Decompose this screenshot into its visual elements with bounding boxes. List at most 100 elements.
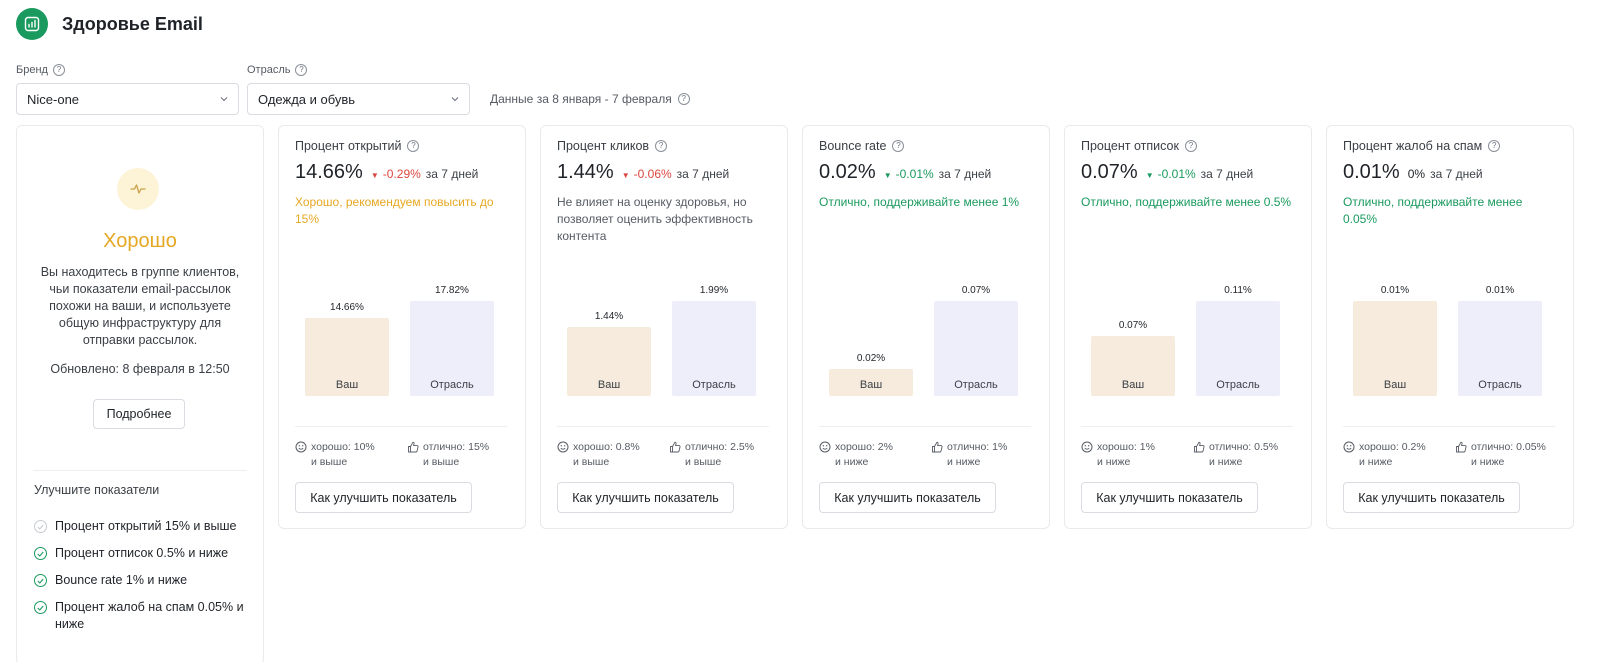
metric-delta: 0% за 7 дней <box>1408 167 1483 181</box>
improve-metric-button[interactable]: Как улучшить показатель <box>1081 482 1258 513</box>
threshold-good-sub: и ниже <box>1097 456 1131 468</box>
industry-select[interactable]: Одежда и обувь <box>247 83 470 115</box>
help-icon[interactable]: ? <box>295 64 308 76</box>
pending-check-icon <box>34 520 47 533</box>
improve-metric-button[interactable]: Как улучшить показатель <box>295 482 472 513</box>
metric-value: 0.07% <box>1081 161 1138 183</box>
metric-value: 0.02% <box>819 161 876 183</box>
bar-label-industry: Отрасль <box>1216 379 1260 391</box>
metric-title: Процент открытий? <box>295 139 420 153</box>
metric-title: Процент отписок? <box>1081 139 1197 153</box>
threshold-excellent: отлично: 0.5% и ниже <box>1193 440 1278 470</box>
metric-card: Процент отписок? 0.07% ▼ -0.01% за 7 дней Отл… <box>1064 125 1312 529</box>
brand-filter-label: Бренд ? <box>16 64 239 76</box>
threshold-good: хорошо: 2% и ниже <box>819 440 893 470</box>
health-summary-card: Хорошо Вы находитесь в группе клиентов, … <box>16 125 264 662</box>
improve-item: Процент открытий 15% и выше <box>34 518 254 535</box>
smile-icon <box>819 441 831 453</box>
metric-value-row: 14.66% ▼ -0.29% за 7 дней <box>295 161 478 184</box>
threshold-excellent-sub: и ниже <box>1209 456 1243 468</box>
smile-icon <box>557 441 569 453</box>
period-text: Данные за 8 января - 7 февраля <box>490 92 672 106</box>
metric-card: Процент жалоб на спам? 0.01% 0% за 7 дней От… <box>1326 125 1574 529</box>
threshold-excellent-label: отлично: 15% <box>423 441 490 453</box>
metric-delta-value: 0% <box>1407 167 1426 181</box>
metric-card: Процент открытий? 14.66% ▼ -0.29% за 7 дней Х… <box>278 125 526 529</box>
brand-select-value: Nice-one <box>27 91 80 107</box>
brand-label-text: Бренд <box>16 64 48 76</box>
thumbs-up-icon <box>1194 441 1205 453</box>
threshold-excellent: отлично: 0.05% и ниже <box>1455 440 1546 470</box>
metric-delta: ▼ -0.01% за 7 дней <box>1146 167 1253 181</box>
threshold-good: хорошо: 0.8% и выше <box>557 440 640 470</box>
thumbs-up-icon <box>670 441 681 453</box>
bar-label-yours: Ваш <box>1121 379 1145 391</box>
metric-note: Хорошо, рекомендуем повысить до 15% <box>295 195 494 226</box>
metric-delta-value: -0.29% <box>382 167 421 181</box>
arrow-down-icon: ▼ <box>621 171 630 180</box>
help-icon[interactable]: ? <box>655 140 668 152</box>
help-icon[interactable]: ? <box>677 93 690 105</box>
bar-fill-industry <box>410 301 494 396</box>
bar-value-yours: 14.66% <box>330 301 364 313</box>
thumbs-up-icon <box>1456 441 1467 453</box>
metric-value-row: 0.01% 0% за 7 дней <box>1343 161 1483 184</box>
threshold-excellent-sub: и ниже <box>947 456 981 468</box>
bar-industry: 17.82% <box>410 266 494 396</box>
metric-title-text: Bounce rate <box>819 139 887 153</box>
bar-label-industry: Отрасль <box>430 379 474 391</box>
metric-delta-period: за 7 дней <box>1430 167 1483 181</box>
improve-item: Bounce rate 1% и ниже <box>34 572 254 589</box>
arrow-down-icon: ▼ <box>1145 171 1154 180</box>
improve-item-text: Bounce rate 1% и ниже <box>55 573 188 587</box>
thumbs-up-icon <box>932 441 943 453</box>
arrow-down-icon: ▼ <box>370 171 379 180</box>
threshold-good: хорошо: 1% и ниже <box>1081 440 1155 470</box>
improve-metric-button[interactable]: Как улучшить показатель <box>819 482 996 513</box>
thumbs-up-icon <box>408 441 419 453</box>
improve-item-text: Процент отписок 0.5% и ниже <box>55 546 229 560</box>
metric-title: Процент жалоб на спам? <box>1343 139 1501 153</box>
check-circle-icon <box>34 574 47 587</box>
threshold-excellent: отлично: 15% и выше <box>407 440 489 470</box>
help-icon[interactable]: ? <box>892 140 905 152</box>
help-icon[interactable]: ? <box>52 64 65 76</box>
improve-metric-button[interactable]: Как улучшить показатель <box>1343 482 1520 513</box>
threshold-excellent-label: отлично: 0.05% <box>1471 441 1546 453</box>
improve-item: Процент отписок 0.5% и ниже <box>34 545 254 562</box>
bar-value-yours: 0.01% <box>1380 285 1410 296</box>
improve-metric-button[interactable]: Как улучшить показатель <box>557 482 734 513</box>
bar-label-industry: Отрасль <box>954 379 998 391</box>
metric-delta-value: -0.01% <box>1157 167 1196 181</box>
help-icon[interactable]: ? <box>407 140 420 152</box>
threshold-good-sub: и выше <box>573 456 610 468</box>
bar-fill-yours <box>1091 335 1175 396</box>
help-icon[interactable]: ? <box>1184 140 1197 152</box>
pulse-icon <box>117 168 159 210</box>
metric-title-text: Процент жалоб на спам <box>1343 139 1483 153</box>
bar-value-yours: 0.02% <box>856 352 886 364</box>
page-title: Здоровье Email <box>62 13 203 34</box>
bar-yours: 1.44% <box>567 266 651 396</box>
metric-note: Отлично, поддерживайте менее 0.5% <box>1081 195 1292 209</box>
bar-label-yours: Ваш <box>597 379 621 391</box>
threshold-excellent: отлично: 1% и ниже <box>931 440 1007 470</box>
metric-value: 0.01% <box>1343 161 1400 183</box>
threshold-good-label: хорошо: 1% <box>1097 441 1155 453</box>
brand-select[interactable]: Nice-one <box>16 83 239 115</box>
metric-card: Процент кликов? 1.44% ▼ -0.06% за 7 дней Не в… <box>540 125 788 529</box>
bar-fill-industry <box>1458 301 1542 396</box>
bar-fill-industry <box>672 301 756 396</box>
divider <box>557 426 769 427</box>
details-button[interactable]: Подробнее <box>93 399 185 429</box>
metric-title: Процент кликов? <box>557 139 668 153</box>
metric-delta: ▼ -0.29% за 7 дней <box>371 167 478 181</box>
bar-yours: 0.01% <box>1353 266 1437 396</box>
period-info: Данные за 8 января - 7 февраля ? <box>490 83 690 115</box>
help-icon[interactable]: ? <box>1488 140 1501 152</box>
bar-fill-industry <box>1196 301 1280 396</box>
bar-industry: 0.07% <box>934 266 1018 396</box>
metric-title-text: Процент открытий <box>295 139 402 153</box>
bar-value-industry: 0.11% <box>1224 285 1252 296</box>
metric-title-text: Процент отписок <box>1081 139 1179 153</box>
